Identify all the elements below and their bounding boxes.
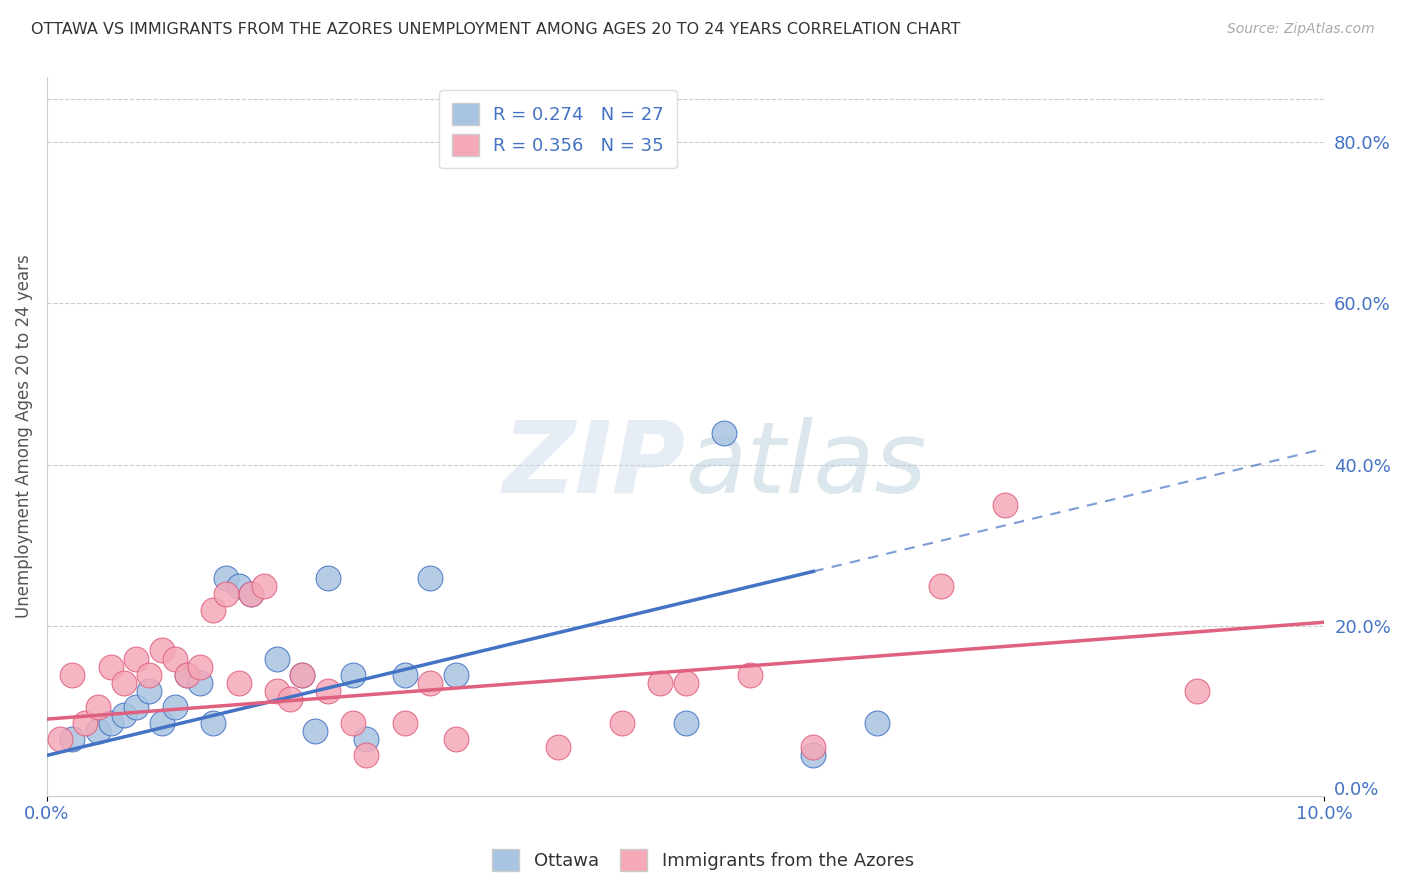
Point (112, 675, 135, 690)
Point (188, 659, 211, 673)
Point (138, 683, 160, 698)
Point (215, 587, 238, 601)
Point (87, 724, 110, 739)
Point (713, 425, 735, 440)
Point (419, 571, 441, 585)
Point (100, 716, 122, 731)
Text: ZIP: ZIP (503, 417, 686, 514)
Point (342, 716, 364, 731)
Point (316, 683, 339, 698)
Point (803, 748, 825, 763)
Point (62, 732, 84, 747)
Point (342, 667, 364, 681)
Point (201, 603, 224, 617)
Point (316, 571, 339, 585)
Point (228, 579, 250, 593)
Point (291, 667, 314, 681)
Point (266, 651, 288, 665)
Point (266, 683, 288, 698)
Point (240, 587, 263, 601)
Point (163, 700, 186, 714)
Point (738, 667, 761, 681)
Point (150, 716, 173, 731)
Point (356, 732, 378, 747)
Point (394, 667, 416, 681)
Point (356, 748, 378, 763)
Point (253, 579, 276, 593)
Legend: Ottawa, Immigrants from the Azores: Ottawa, Immigrants from the Azores (485, 842, 921, 879)
Point (304, 724, 326, 739)
Point (125, 700, 148, 714)
Point (138, 667, 160, 681)
Y-axis label: Unemployment Among Ages 20 to 24 years: Unemployment Among Ages 20 to 24 years (15, 255, 32, 618)
Text: OTTAWA VS IMMIGRANTS FROM THE AZORES UNEMPLOYMENT AMONG AGES 20 TO 24 YEARS CORR: OTTAWA VS IMMIGRANTS FROM THE AZORES UNE… (31, 22, 960, 37)
Point (419, 675, 441, 690)
Point (215, 571, 238, 585)
Point (648, 675, 671, 690)
Legend: R = 0.274   N = 27, R = 0.356   N = 35: R = 0.274 N = 27, R = 0.356 N = 35 (439, 90, 676, 169)
Point (201, 716, 224, 731)
Point (675, 675, 697, 690)
Point (803, 740, 825, 755)
Point (125, 651, 148, 665)
Point (112, 708, 135, 723)
Point (675, 716, 697, 731)
Point (394, 716, 416, 731)
Point (278, 692, 301, 706)
Point (866, 716, 889, 731)
Point (929, 579, 952, 593)
Point (176, 667, 198, 681)
Point (291, 667, 314, 681)
Point (150, 643, 173, 657)
Point (100, 659, 122, 673)
Point (1185, 683, 1208, 698)
Point (62, 667, 84, 681)
Point (610, 716, 633, 731)
Point (188, 675, 211, 690)
Point (176, 667, 198, 681)
Point (547, 740, 569, 755)
Text: atlas: atlas (686, 417, 928, 514)
Point (240, 587, 263, 601)
Point (75, 716, 97, 731)
Point (228, 675, 250, 690)
Point (87, 700, 110, 714)
Point (994, 498, 1017, 512)
Point (163, 651, 186, 665)
Text: Source: ZipAtlas.com: Source: ZipAtlas.com (1227, 22, 1375, 37)
Point (444, 667, 467, 681)
Point (48, 732, 70, 747)
Point (444, 732, 467, 747)
